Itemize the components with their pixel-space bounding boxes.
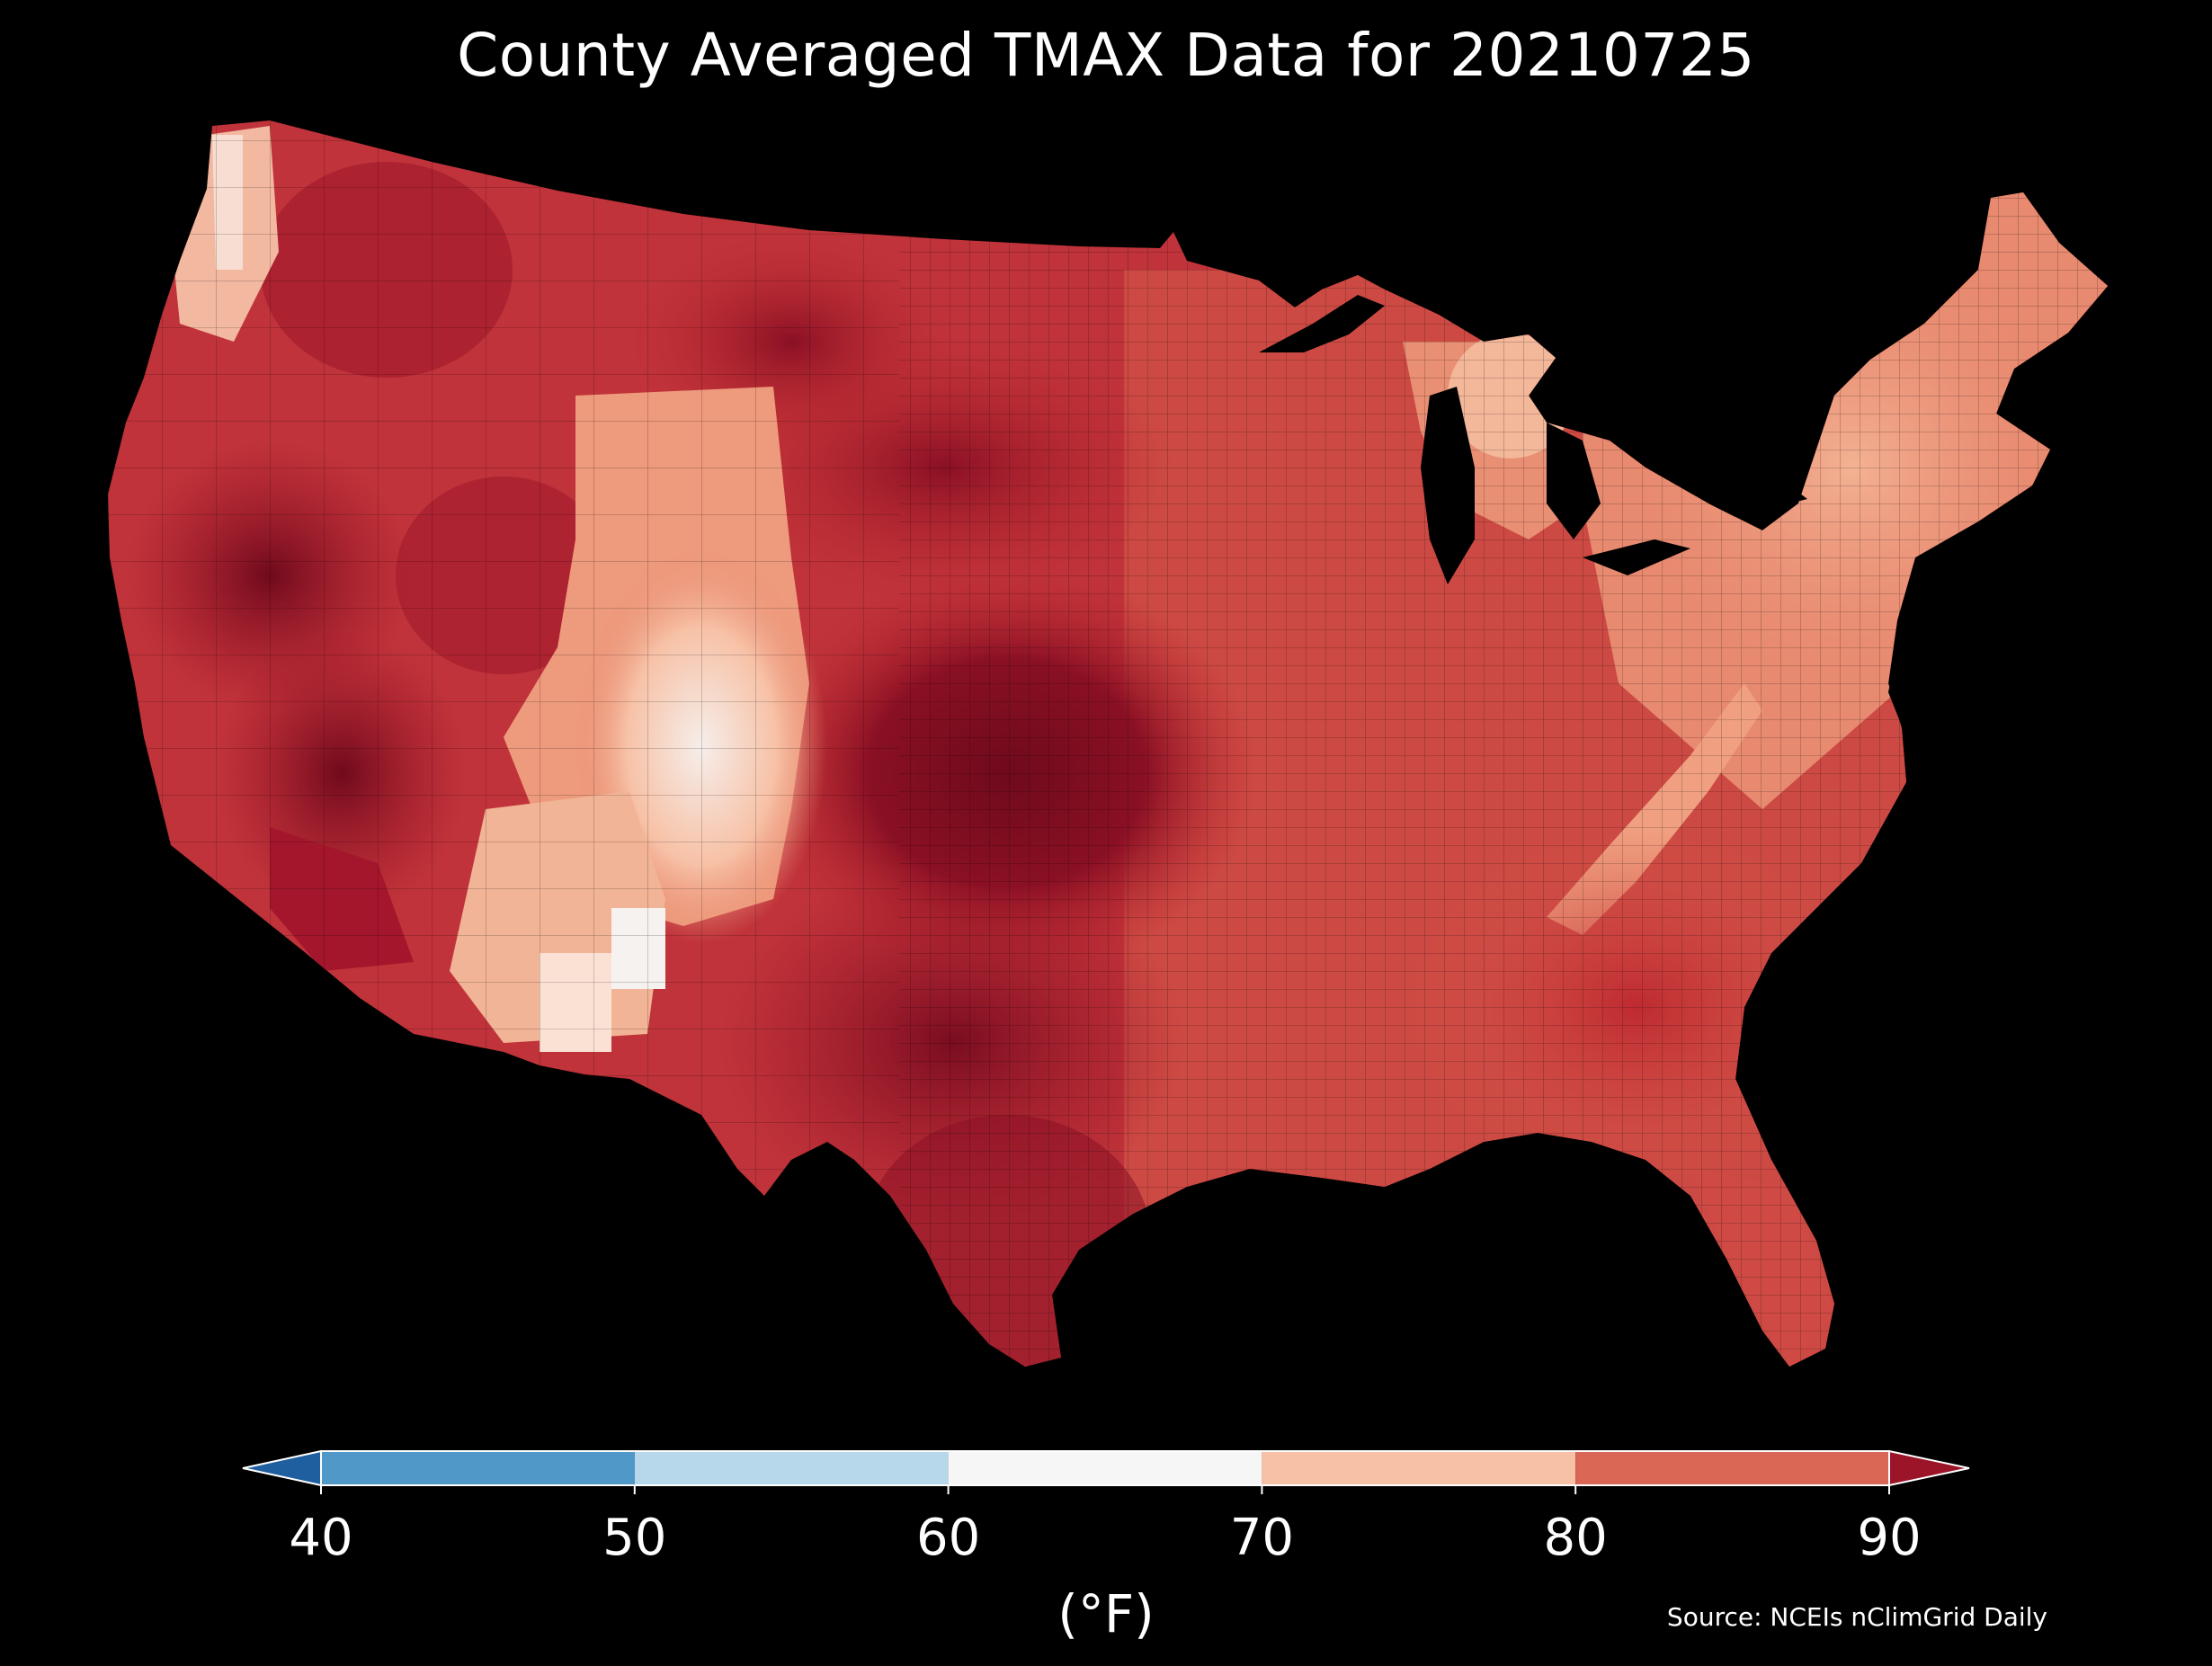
colorbar-tick-label-40: 40 — [289, 1509, 353, 1567]
lake-erie — [1583, 539, 1690, 575]
colorbar-bin-70-80 — [1262, 1451, 1576, 1485]
colorbar-bins — [321, 1451, 1889, 1485]
lake-huron — [1547, 423, 1601, 539]
great-lakes — [1259, 295, 1915, 737]
colorbar-bin-40-50 — [321, 1451, 635, 1485]
lake-michigan — [1421, 387, 1475, 584]
colorbar-tick-label-70: 70 — [1229, 1509, 1295, 1567]
colorbar-unit-label: (°F) — [1057, 1583, 1155, 1644]
lake-superior — [1259, 295, 1385, 352]
chesapeake-bay — [1888, 647, 1915, 737]
colorbar — [242, 1449, 1970, 1494]
colorbar-bin-50-60 — [634, 1451, 949, 1485]
colorbar-tick-label-80: 80 — [1543, 1509, 1608, 1567]
county-choropleth — [108, 120, 2108, 1367]
western-county-lines — [108, 120, 899, 1367]
colorbar-bin-80-90 — [1575, 1451, 1889, 1485]
colorbar-tick-label-60: 60 — [915, 1509, 981, 1567]
colorbar-tick-label-90: 90 — [1857, 1509, 1922, 1567]
colorbar-ticks — [320, 1485, 1890, 1494]
source-note: Source: NCEIs nClimGrid Daily — [1666, 1602, 2047, 1632]
colorbar-tick-label-50: 50 — [602, 1509, 667, 1567]
eastern-county-lines — [899, 120, 2108, 1367]
lake-ontario — [1708, 486, 1807, 517]
colorbar-under-arrow — [242, 1449, 322, 1487]
map-title: County Averaged TMAX Data for 20210725 — [457, 21, 1755, 90]
colorbar-outline — [320, 1450, 1890, 1486]
colorbar-over-arrow — [1888, 1449, 1970, 1487]
colorbar-bin-60-70 — [948, 1451, 1262, 1485]
